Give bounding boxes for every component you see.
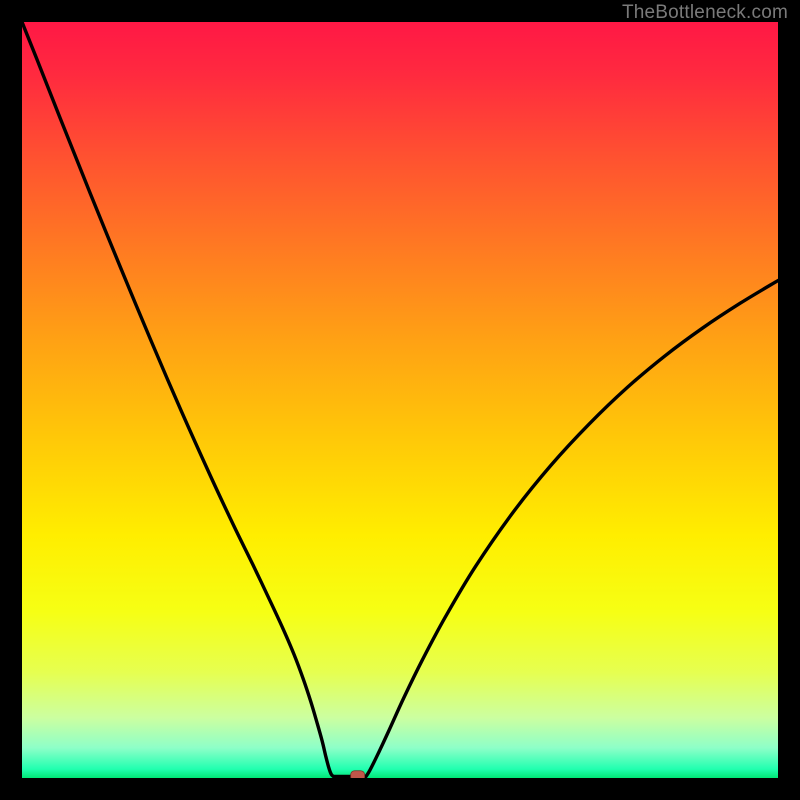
- plot-area: [22, 22, 778, 778]
- gradient-background: [22, 22, 778, 778]
- chart-frame: TheBottleneck.com: [0, 0, 800, 800]
- plot-svg: [22, 22, 778, 778]
- watermark-text: TheBottleneck.com: [622, 2, 788, 24]
- vertex-marker: [351, 771, 365, 778]
